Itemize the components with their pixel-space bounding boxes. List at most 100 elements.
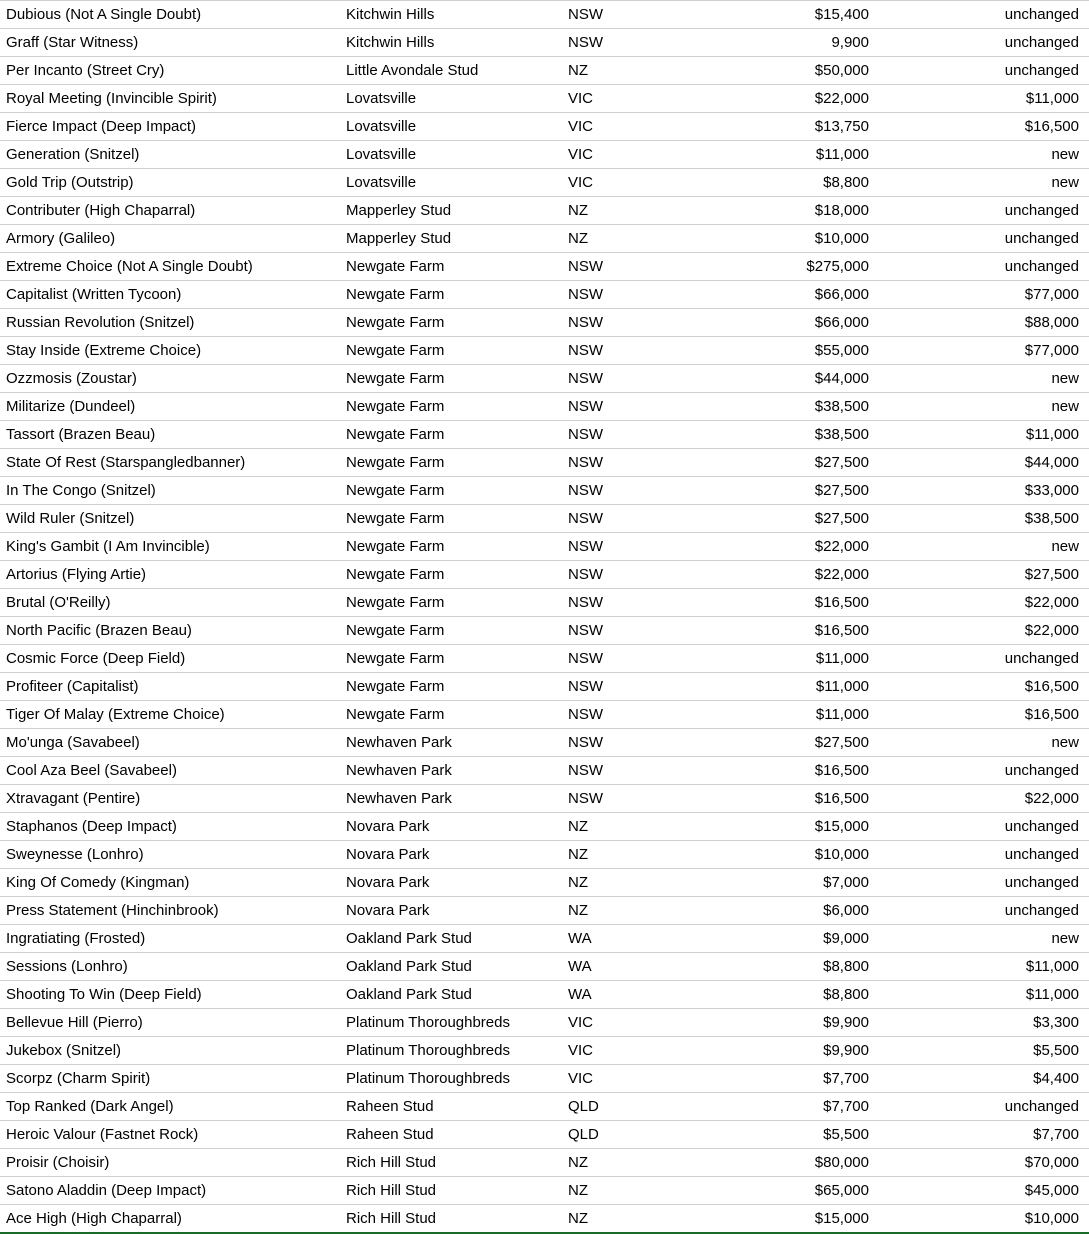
cell-state: NZ	[562, 1177, 662, 1205]
cell-stallion: Mo'unga (Savabeel)	[0, 729, 340, 757]
cell-stallion: Contributer (High Chaparral)	[0, 197, 340, 225]
cell-prev: unchanged	[875, 1, 1089, 29]
cell-stallion: Brutal (O'Reilly)	[0, 589, 340, 617]
cell-prev: $33,000	[875, 477, 1089, 505]
cell-prev: $10,000	[875, 1205, 1089, 1234]
cell-fee: $7,700	[662, 1065, 875, 1093]
cell-stallion: Russian Revolution (Snitzel)	[0, 309, 340, 337]
table-row: Bellevue Hill (Pierro)Platinum Thoroughb…	[0, 1009, 1089, 1037]
cell-stallion: Royal Meeting (Invincible Spirit)	[0, 85, 340, 113]
cell-fee: $16,500	[662, 785, 875, 813]
cell-fee: $15,000	[662, 1205, 875, 1234]
cell-fee: $15,400	[662, 1, 875, 29]
table-row: North Pacific (Brazen Beau)Newgate FarmN…	[0, 617, 1089, 645]
cell-stallion: Scorpz (Charm Spirit)	[0, 1065, 340, 1093]
cell-prev: unchanged	[875, 225, 1089, 253]
cell-stallion: Capitalist (Written Tycoon)	[0, 281, 340, 309]
cell-farm: Mapperley Stud	[340, 197, 562, 225]
cell-state: NZ	[562, 225, 662, 253]
table-row: Extreme Choice (Not A Single Doubt)Newga…	[0, 253, 1089, 281]
cell-fee: $27,500	[662, 729, 875, 757]
cell-fee: $8,800	[662, 953, 875, 981]
cell-farm: Rich Hill Stud	[340, 1205, 562, 1234]
cell-state: NSW	[562, 505, 662, 533]
cell-farm: Rich Hill Stud	[340, 1149, 562, 1177]
cell-fee: $38,500	[662, 393, 875, 421]
cell-stallion: Xtravagant (Pentire)	[0, 785, 340, 813]
cell-state: NSW	[562, 701, 662, 729]
cell-prev: unchanged	[875, 29, 1089, 57]
cell-state: VIC	[562, 169, 662, 197]
cell-farm: Newgate Farm	[340, 673, 562, 701]
cell-state: NSW	[562, 449, 662, 477]
table-row: Tiger Of Malay (Extreme Choice)Newgate F…	[0, 701, 1089, 729]
cell-state: NSW	[562, 29, 662, 57]
table-row: Gold Trip (Outstrip)LovatsvilleVIC$8,800…	[0, 169, 1089, 197]
cell-state: NZ	[562, 197, 662, 225]
cell-state: NSW	[562, 1, 662, 29]
cell-prev: unchanged	[875, 197, 1089, 225]
cell-prev: new	[875, 393, 1089, 421]
cell-farm: Mapperley Stud	[340, 225, 562, 253]
cell-stallion: Armory (Galileo)	[0, 225, 340, 253]
cell-state: NSW	[562, 477, 662, 505]
cell-state: NZ	[562, 869, 662, 897]
cell-farm: Kitchwin Hills	[340, 29, 562, 57]
cell-state: NSW	[562, 561, 662, 589]
cell-state: VIC	[562, 1009, 662, 1037]
cell-prev: new	[875, 141, 1089, 169]
cell-fee: $11,000	[662, 673, 875, 701]
cell-stallion: Cool Aza Beel (Savabeel)	[0, 757, 340, 785]
cell-stallion: Artorius (Flying Artie)	[0, 561, 340, 589]
cell-stallion: Extreme Choice (Not A Single Doubt)	[0, 253, 340, 281]
table-row: Cosmic Force (Deep Field)Newgate FarmNSW…	[0, 645, 1089, 673]
cell-state: NSW	[562, 589, 662, 617]
cell-fee: $6,000	[662, 897, 875, 925]
cell-prev: $11,000	[875, 981, 1089, 1009]
cell-farm: Newhaven Park	[340, 785, 562, 813]
cell-fee: $9,900	[662, 1009, 875, 1037]
cell-prev: unchanged	[875, 645, 1089, 673]
cell-prev: $5,500	[875, 1037, 1089, 1065]
cell-state: WA	[562, 925, 662, 953]
cell-state: NZ	[562, 1205, 662, 1234]
table-row: Stay Inside (Extreme Choice)Newgate Farm…	[0, 337, 1089, 365]
cell-state: WA	[562, 981, 662, 1009]
cell-farm: Newgate Farm	[340, 365, 562, 393]
cell-farm: Rich Hill Stud	[340, 1177, 562, 1205]
cell-stallion: Wild Ruler (Snitzel)	[0, 505, 340, 533]
table-row: Russian Revolution (Snitzel)Newgate Farm…	[0, 309, 1089, 337]
stallion-fee-table: Dubious (Not A Single Doubt)Kitchwin Hil…	[0, 0, 1089, 1234]
cell-fee: $38,500	[662, 421, 875, 449]
cell-prev: $22,000	[875, 785, 1089, 813]
cell-farm: Lovatsville	[340, 85, 562, 113]
cell-stallion: Ace High (High Chaparral)	[0, 1205, 340, 1234]
cell-farm: Newgate Farm	[340, 589, 562, 617]
cell-farm: Newhaven Park	[340, 757, 562, 785]
cell-fee: $66,000	[662, 281, 875, 309]
cell-state: NZ	[562, 1149, 662, 1177]
cell-state: NSW	[562, 645, 662, 673]
cell-fee: $9,000	[662, 925, 875, 953]
cell-farm: Newgate Farm	[340, 253, 562, 281]
cell-stallion: Graff (Star Witness)	[0, 29, 340, 57]
cell-fee: $8,800	[662, 169, 875, 197]
cell-stallion: Sessions (Lonhro)	[0, 953, 340, 981]
table-row: Per Incanto (Street Cry)Little Avondale …	[0, 57, 1089, 85]
cell-fee: $44,000	[662, 365, 875, 393]
cell-stallion: Satono Aladdin (Deep Impact)	[0, 1177, 340, 1205]
cell-farm: Oakland Park Stud	[340, 925, 562, 953]
table-row: Sweynesse (Lonhro)Novara ParkNZ$10,000un…	[0, 841, 1089, 869]
cell-farm: Oakland Park Stud	[340, 981, 562, 1009]
cell-state: NSW	[562, 673, 662, 701]
table-row: Shooting To Win (Deep Field)Oakland Park…	[0, 981, 1089, 1009]
cell-prev: $44,000	[875, 449, 1089, 477]
cell-prev: $16,500	[875, 701, 1089, 729]
cell-prev: $27,500	[875, 561, 1089, 589]
cell-stallion: Stay Inside (Extreme Choice)	[0, 337, 340, 365]
table-row: Top Ranked (Dark Angel)Raheen StudQLD$7,…	[0, 1093, 1089, 1121]
cell-prev: $11,000	[875, 85, 1089, 113]
cell-state: NSW	[562, 785, 662, 813]
cell-prev: $88,000	[875, 309, 1089, 337]
cell-stallion: State Of Rest (Starspangledbanner)	[0, 449, 340, 477]
